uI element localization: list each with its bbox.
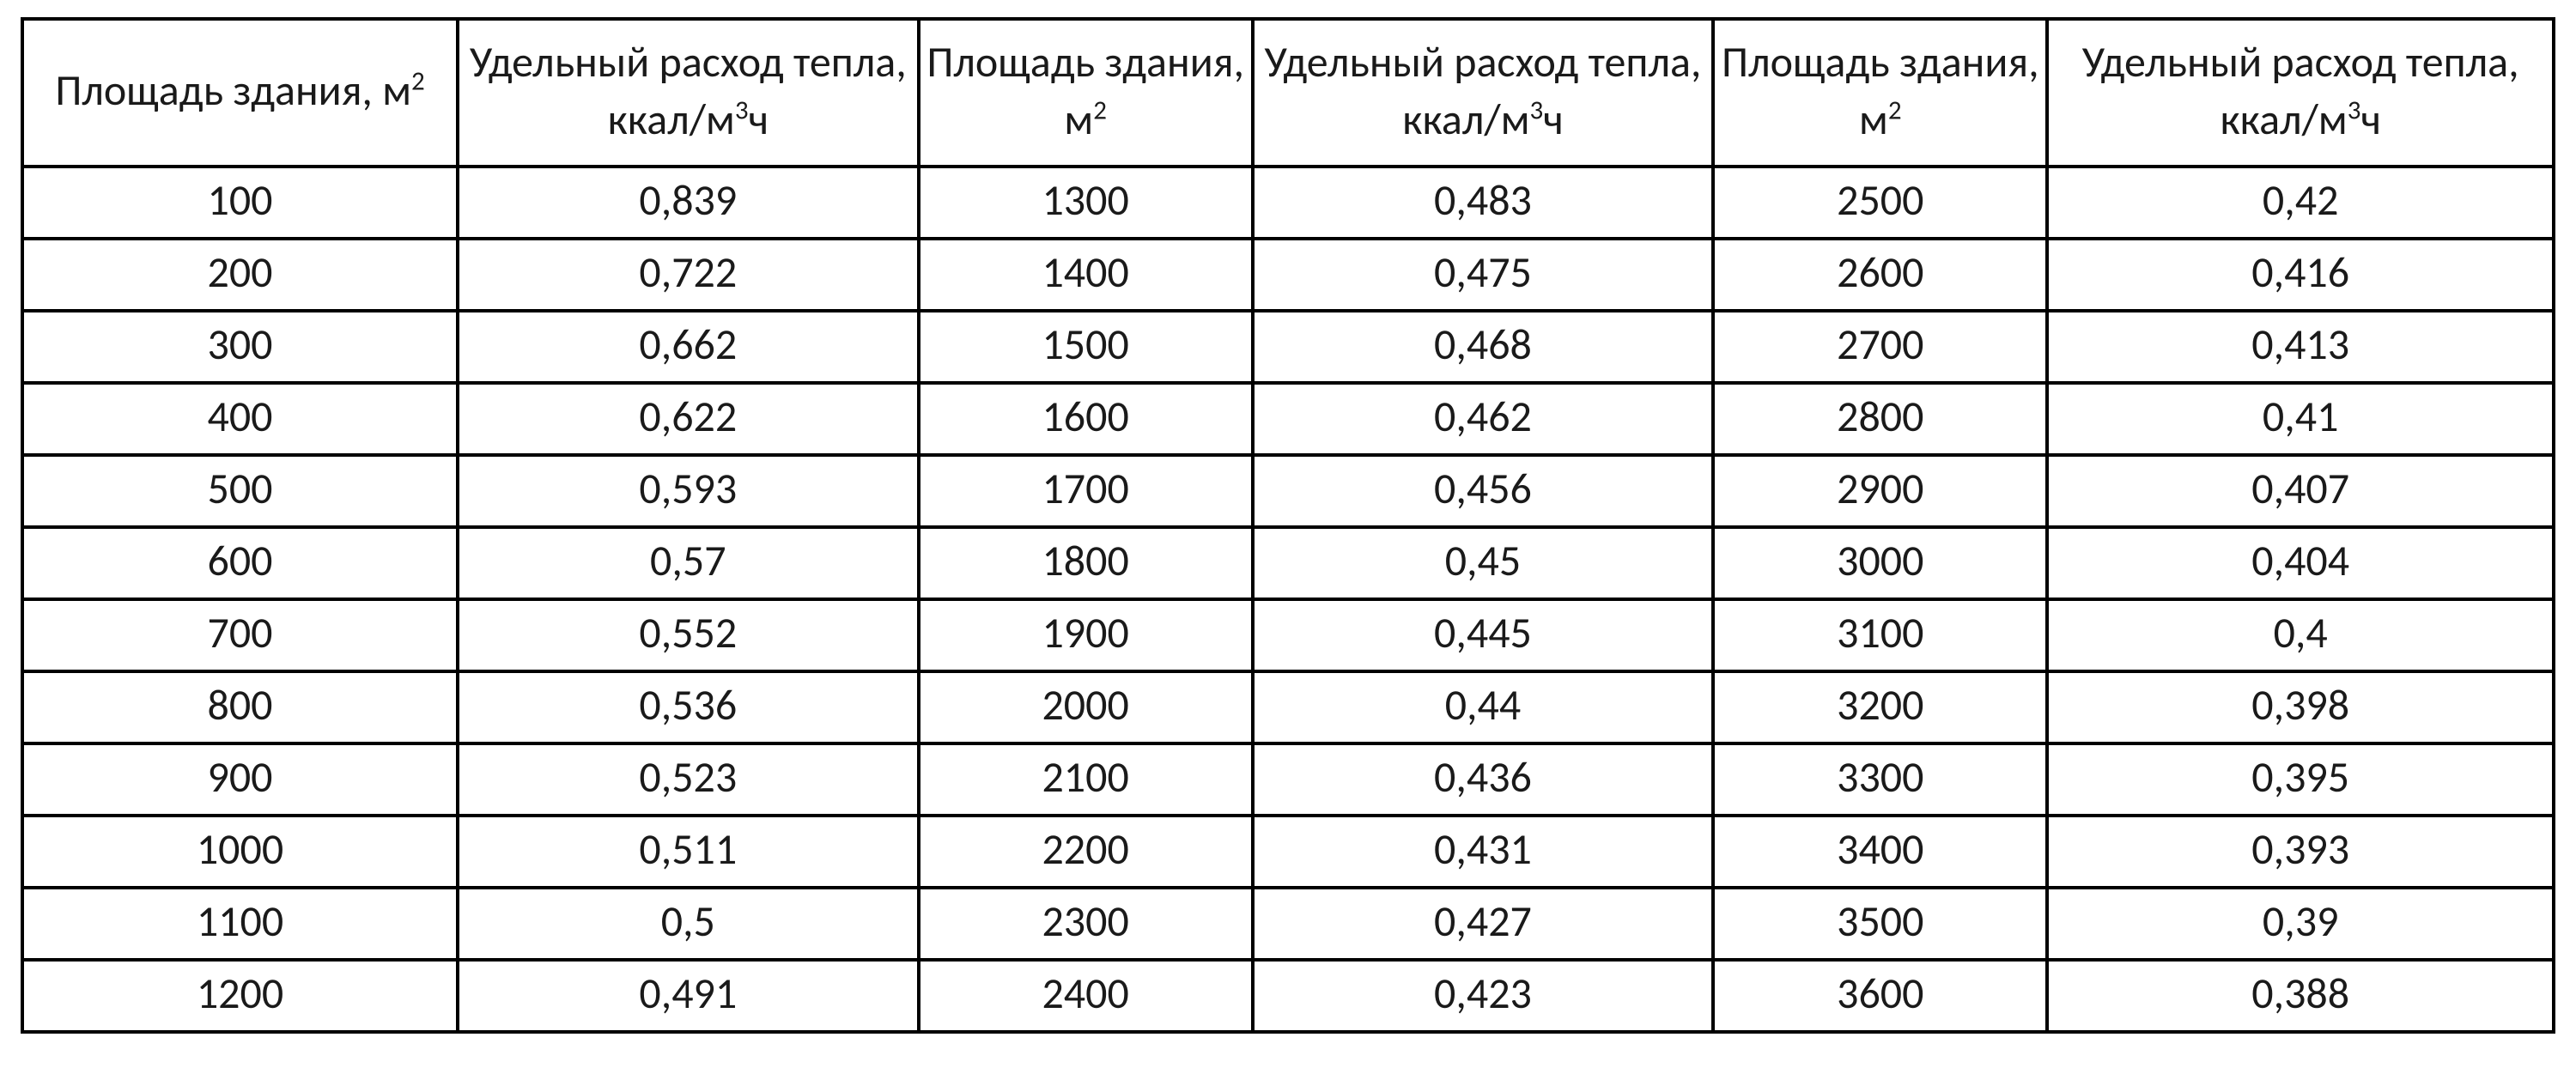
table-row: 800 0,536 2000 0,44 3200 0,398	[22, 671, 2554, 743]
cell: 700	[22, 599, 458, 671]
cell: 0,39	[2047, 888, 2554, 960]
cell: 0,662	[458, 311, 919, 383]
cell: 300	[22, 311, 458, 383]
cell: 0,593	[458, 455, 919, 527]
cell: 0,839	[458, 167, 919, 239]
cell: 2600	[1713, 239, 2047, 311]
page: Площадь здания, м2 Удельный расход тепла…	[0, 0, 2576, 1051]
cell: 0,427	[1253, 888, 1714, 960]
cell: 1300	[919, 167, 1253, 239]
cell: 2400	[919, 960, 1253, 1032]
cell: 200	[22, 239, 458, 311]
cell: 0,407	[2047, 455, 2554, 527]
cell: 0,395	[2047, 743, 2554, 816]
cell: 0,5	[458, 888, 919, 960]
cell: 400	[22, 383, 458, 455]
cell: 0,42	[2047, 167, 2554, 239]
cell: 3200	[1713, 671, 2047, 743]
table-row: 1100 0,5 2300 0,427 3500 0,39	[22, 888, 2554, 960]
cell: 0,398	[2047, 671, 2554, 743]
cell: 0,552	[458, 599, 919, 671]
cell: 2500	[1713, 167, 2047, 239]
table-row: 1000 0,511 2200 0,431 3400 0,393	[22, 816, 2554, 888]
cell: 3000	[1713, 527, 2047, 599]
cell: 0,722	[458, 239, 919, 311]
col-header-heat-1: Удельный расход тепла, ккал/м3ч	[458, 19, 919, 167]
cell: 3500	[1713, 888, 2047, 960]
cell: 3300	[1713, 743, 2047, 816]
cell: 0,413	[2047, 311, 2554, 383]
cell: 1000	[22, 816, 458, 888]
cell: 1900	[919, 599, 1253, 671]
table-header-row: Площадь здания, м2 Удельный расход тепла…	[22, 19, 2554, 167]
cell: 0,44	[1253, 671, 1714, 743]
cell: 3600	[1713, 960, 2047, 1032]
cell: 0,536	[458, 671, 919, 743]
cell: 2900	[1713, 455, 2047, 527]
col-header-area-1: Площадь здания, м2	[22, 19, 458, 167]
cell: 600	[22, 527, 458, 599]
table-row: 200 0,722 1400 0,475 2600 0,416	[22, 239, 2554, 311]
table-row: 400 0,622 1600 0,462 2800 0,41	[22, 383, 2554, 455]
cell: 500	[22, 455, 458, 527]
cell: 800	[22, 671, 458, 743]
cell: 900	[22, 743, 458, 816]
cell: 2100	[919, 743, 1253, 816]
cell: 1600	[919, 383, 1253, 455]
cell: 0,622	[458, 383, 919, 455]
col-header-heat-3: Удельный расход тепла, ккал/м3ч	[2047, 19, 2554, 167]
cell: 3100	[1713, 599, 2047, 671]
cell: 3400	[1713, 816, 2047, 888]
cell: 0,423	[1253, 960, 1714, 1032]
cell: 0,404	[2047, 527, 2554, 599]
cell: 1100	[22, 888, 458, 960]
cell: 0,436	[1253, 743, 1714, 816]
col-header-heat-2: Удельный расход тепла, ккал/м3ч	[1253, 19, 1714, 167]
cell: 0,45	[1253, 527, 1714, 599]
cell: 0,431	[1253, 816, 1714, 888]
cell: 2300	[919, 888, 1253, 960]
cell: 0,416	[2047, 239, 2554, 311]
cell: 0,475	[1253, 239, 1714, 311]
cell: 1700	[919, 455, 1253, 527]
table-row: 1200 0,491 2400 0,423 3600 0,388	[22, 960, 2554, 1032]
cell: 0,388	[2047, 960, 2554, 1032]
cell: 0,468	[1253, 311, 1714, 383]
cell: 0,511	[458, 816, 919, 888]
cell: 1800	[919, 527, 1253, 599]
cell: 1500	[919, 311, 1253, 383]
table-row: 600 0,57 1800 0,45 3000 0,404	[22, 527, 2554, 599]
col-header-area-2: Площадь здания, м2	[919, 19, 1253, 167]
table-row: 900 0,523 2100 0,436 3300 0,395	[22, 743, 2554, 816]
table-row: 500 0,593 1700 0,456 2900 0,407	[22, 455, 2554, 527]
cell: 2700	[1713, 311, 2047, 383]
cell: 2000	[919, 671, 1253, 743]
cell: 0,491	[458, 960, 919, 1032]
cell: 0,483	[1253, 167, 1714, 239]
col-header-area-3: Площадь здания, м2	[1713, 19, 2047, 167]
table-body: 100 0,839 1300 0,483 2500 0,42 200 0,722…	[22, 167, 2554, 1032]
cell: 1200	[22, 960, 458, 1032]
heat-consumption-table: Площадь здания, м2 Удельный расход тепла…	[21, 17, 2555, 1034]
cell: 100	[22, 167, 458, 239]
cell: 1400	[919, 239, 1253, 311]
table-header: Площадь здания, м2 Удельный расход тепла…	[22, 19, 2554, 167]
table-row: 300 0,662 1500 0,468 2700 0,413	[22, 311, 2554, 383]
cell: 2200	[919, 816, 1253, 888]
cell: 0,523	[458, 743, 919, 816]
cell: 0,445	[1253, 599, 1714, 671]
table-row: 100 0,839 1300 0,483 2500 0,42	[22, 167, 2554, 239]
table-row: 700 0,552 1900 0,445 3100 0,4	[22, 599, 2554, 671]
cell: 0,4	[2047, 599, 2554, 671]
cell: 0,462	[1253, 383, 1714, 455]
cell: 0,41	[2047, 383, 2554, 455]
cell: 0,456	[1253, 455, 1714, 527]
cell: 2800	[1713, 383, 2047, 455]
cell: 0,57	[458, 527, 919, 599]
cell: 0,393	[2047, 816, 2554, 888]
